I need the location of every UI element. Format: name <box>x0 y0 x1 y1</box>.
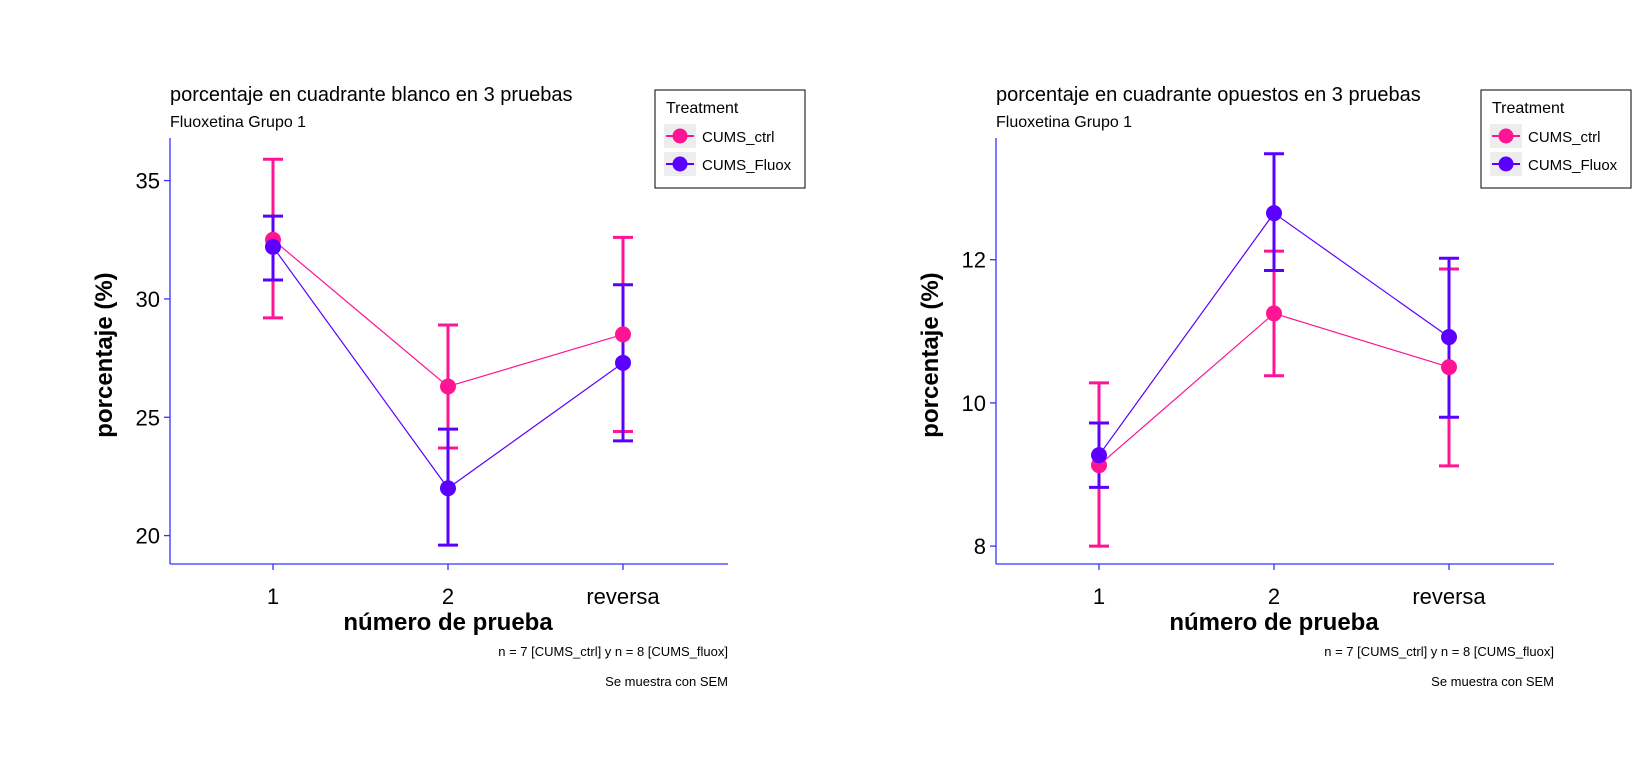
chart-subtitle: Fluoxetina Grupo 1 <box>996 114 1132 131</box>
data-point <box>265 238 281 255</box>
y-tick-label: 25 <box>136 405 160 430</box>
data-point <box>615 354 631 371</box>
y-tick-label: 20 <box>136 524 160 549</box>
legend-key-point <box>672 128 688 144</box>
legend-label: CUMS_ctrl <box>702 129 775 146</box>
y-axis-title: porcentaje (%) <box>91 272 118 437</box>
legend-label: CUMS_ctrl <box>1528 129 1601 146</box>
caption-sem: Se muestra con SEM <box>605 674 728 689</box>
x-axis-title: número de prueba <box>343 609 553 636</box>
y-tick-label: 8 <box>974 534 986 559</box>
legend-key-point <box>1498 156 1514 172</box>
y-tick-label: 35 <box>136 169 160 194</box>
legend-label: CUMS_Fluox <box>702 157 792 174</box>
legend: Treatment CUMS_ctrl CUMS_Fluox <box>1480 89 1632 189</box>
x-tick-label: 1 <box>1093 584 1105 609</box>
chart-subtitle: Fluoxetina Grupo 1 <box>170 114 306 131</box>
legend: Treatment CUMS_ctrl CUMS_Fluox <box>654 89 806 189</box>
chart-title: porcentaje en cuadrante blanco en 3 prue… <box>170 84 573 106</box>
x-tick-label: 2 <box>442 584 454 609</box>
data-point <box>440 480 456 497</box>
legend-title: Treatment <box>666 100 739 117</box>
legend-title: Treatment <box>1492 100 1565 117</box>
data-point <box>440 378 456 395</box>
panel-right: porcentaje en cuadrante opuestos en 3 pr… <box>917 84 1632 689</box>
data-point <box>1266 305 1282 322</box>
panel-left: porcentaje en cuadrante blanco en 3 prue… <box>91 84 806 689</box>
x-tick-label: 2 <box>1268 584 1280 609</box>
x-tick-label: reversa <box>1412 584 1486 609</box>
x-axis-title: número de prueba <box>1169 609 1379 636</box>
y-tick-label: 30 <box>136 287 160 312</box>
caption-n: n = 7 [CUMS_ctrl] y n = 8 [CUMS_fluox] <box>1324 644 1554 659</box>
plot-area-left: 20 25 30 35 1 2 reversa <box>136 138 728 609</box>
caption-sem: Se muestra con SEM <box>1431 674 1554 689</box>
y-axis-title: porcentaje (%) <box>917 272 944 437</box>
legend-label: CUMS_Fluox <box>1528 157 1618 174</box>
legend-key-point <box>672 156 688 172</box>
data-point <box>1441 359 1457 376</box>
y-tick-label: 10 <box>962 391 986 416</box>
data-point <box>1091 447 1107 464</box>
data-point <box>615 326 631 343</box>
data-point <box>1441 329 1457 346</box>
x-tick-label: reversa <box>586 584 660 609</box>
legend-key-point <box>1498 128 1514 144</box>
caption-n: n = 7 [CUMS_ctrl] y n = 8 [CUMS_fluox] <box>498 644 728 659</box>
x-tick-label: 1 <box>267 584 279 609</box>
chart-title: porcentaje en cuadrante opuestos en 3 pr… <box>996 84 1421 106</box>
data-point <box>1266 205 1282 222</box>
y-tick-label: 12 <box>962 248 986 273</box>
